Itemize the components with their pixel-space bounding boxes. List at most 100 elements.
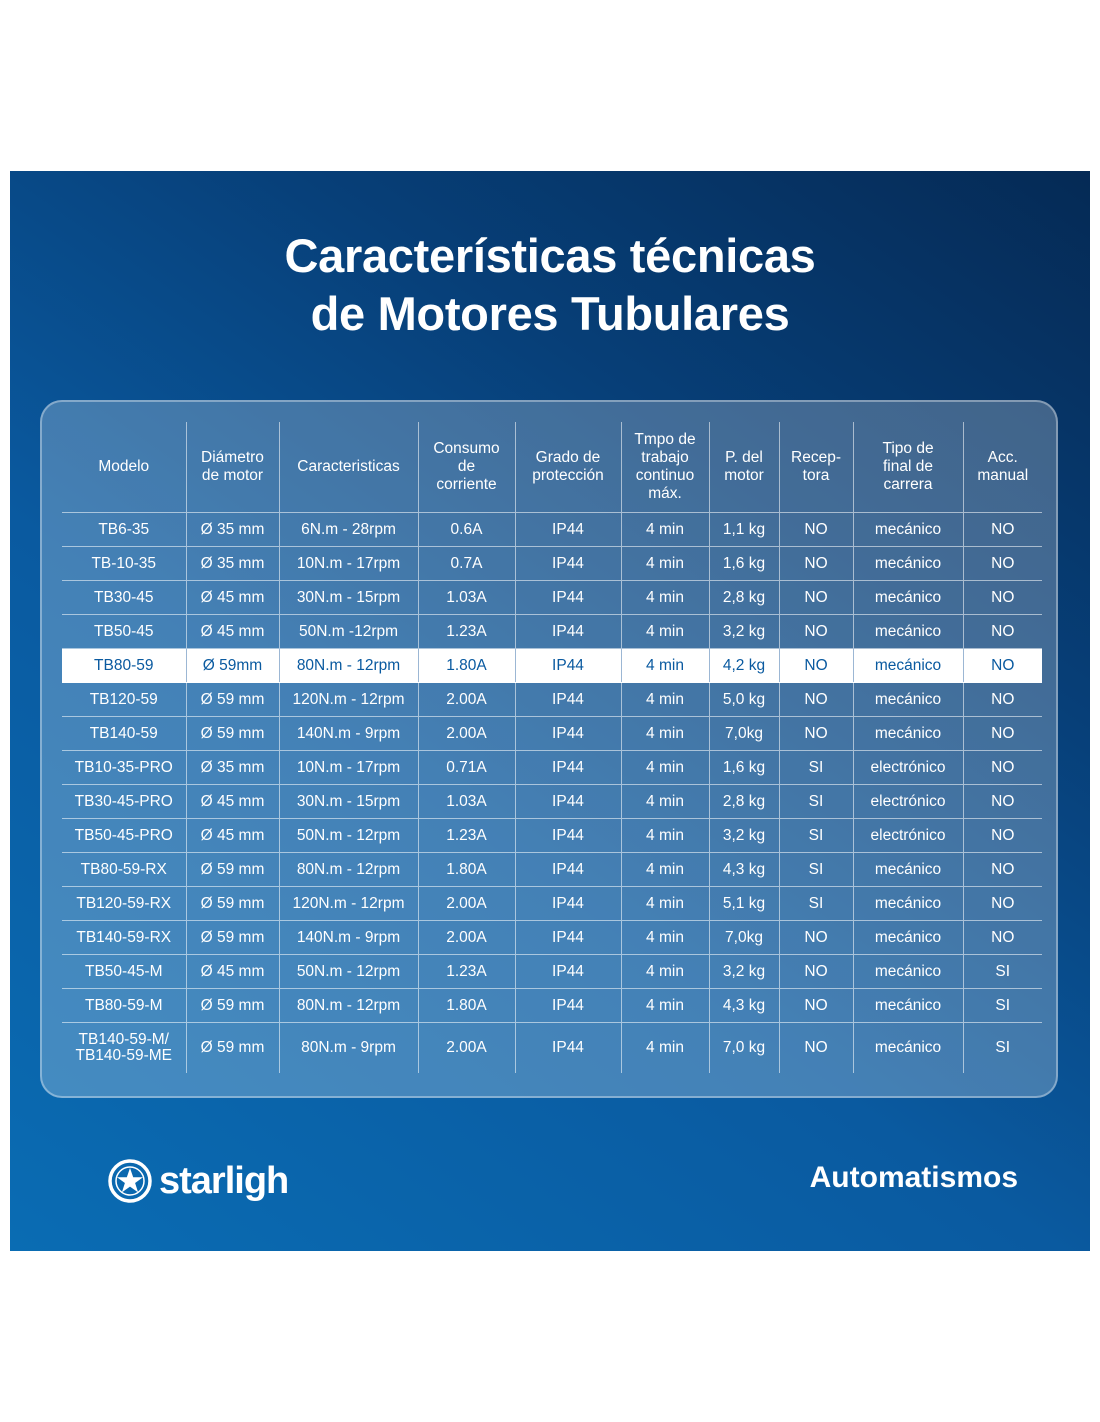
page-title: Características técnicas de Motores Tubu… [10, 227, 1090, 343]
table-cell: electrónico [852, 784, 963, 819]
table-cell: IP44 [514, 682, 621, 717]
table-cell: 1.80A [417, 988, 515, 1023]
table-cell: Ø 59 mm [185, 852, 279, 887]
table-cell: 1.03A [417, 580, 515, 615]
table-cell: IP44 [514, 580, 621, 615]
table-cell: 7,0kg [708, 920, 779, 955]
table-cell: 0.7A [417, 546, 515, 581]
table-cell: electrónico [852, 818, 963, 853]
table-cell: TB-10-35 [62, 546, 186, 581]
table-cell: 2.00A [417, 920, 515, 955]
table-cell: TB140-59-M/TB140-59-ME [75, 1031, 172, 1064]
table-row: TB50-45-PRO Ø 45 mm 50N.m - 12rpm 1.23A IP44… [62, 818, 1042, 853]
table-cell: Ø 59 mm [185, 988, 279, 1023]
table-cell: IP44 [514, 920, 621, 955]
table-cell: 7,0kg [708, 716, 779, 751]
table-cell: 30N.m - 15rpm [278, 784, 418, 819]
table-cell: 1.03A [417, 784, 515, 819]
table-cell: NO [962, 648, 1042, 683]
table-cell: NO [962, 682, 1042, 717]
table-cell: NO [962, 920, 1042, 955]
table-cell: TB10-35-PRO [62, 750, 186, 785]
column-header: P. del motor [708, 422, 779, 513]
table-cell: Ø 35 mm [185, 750, 279, 785]
table-cell: 4,2 kg [708, 648, 779, 683]
table-cell: 3,2 kg [708, 614, 779, 649]
column-header: Grado de protección [514, 422, 621, 513]
table-cell: 4 min [620, 818, 709, 853]
table-cell: NO [962, 750, 1042, 785]
table-cell: 1.23A [417, 954, 515, 989]
table-cell: 140N.m - 9rpm [278, 716, 418, 751]
table-cell: NO [962, 580, 1042, 615]
table-row: TB120-59-RX Ø 59 mm 120N.m - 12rpm 2.00A IP4… [62, 886, 1042, 921]
table-row-highlighted: TB80-59 Ø 59mm 80N.m - 12rpm 1.80A IP44 4 min… [62, 648, 1042, 683]
table-row: TB140-59 Ø 59 mm 140N.m - 9rpm 2.00A IP44 4 m… [62, 716, 1042, 751]
table-cell: 6N.m - 28rpm [278, 512, 418, 547]
table-cell: electrónico [852, 750, 963, 785]
table-cell: 4 min [620, 682, 709, 717]
table-cell: 5,1 kg [708, 886, 779, 921]
table-cell: 80N.m - 12rpm [278, 648, 418, 683]
table-cell: TB50-45 [62, 614, 186, 649]
table-cell: SI [962, 988, 1042, 1023]
table-cell: Ø 59 mm [185, 920, 279, 955]
table-cell: 1.23A [417, 614, 515, 649]
table-cell: NO [778, 682, 853, 717]
table-cell: NO [778, 920, 853, 955]
table-cell: 0.71A [417, 750, 515, 785]
table-cell: mecánico [852, 852, 963, 887]
table-row: TB6-35 Ø 35 mm 6N.m - 28rpm 0.6A IP44 4 min 1,… [62, 512, 1042, 547]
table-cell: 140N.m - 9rpm [278, 920, 418, 955]
table-cell: 50N.m - 12rpm [278, 818, 418, 853]
table-cell: NO [778, 512, 853, 547]
table-cell: 4 min [620, 886, 709, 921]
table-row: TB80-59-RX Ø 59 mm 80N.m - 12rpm 1.80A IP44 4… [62, 852, 1042, 887]
column-header: Tmpo de trabajo continuo máx. [620, 422, 709, 513]
table-cell: NO [962, 818, 1042, 853]
title-line-2: de Motores Tubulares [310, 287, 790, 340]
table-cell: Ø 45 mm [185, 614, 279, 649]
table-cell: 80N.m - 12rpm [278, 852, 418, 887]
table-cell: SI [778, 886, 853, 921]
table-cell: 0.6A [417, 512, 515, 547]
table-row: TB120-59 Ø 59 mm 120N.m - 12rpm 2.00A IP44 4 … [62, 682, 1042, 717]
table-cell: 1.80A [417, 852, 515, 887]
table-cell: mecánico [852, 716, 963, 751]
table-cell: TB80-59 [62, 648, 186, 683]
table-cell: 1,1 kg [708, 512, 779, 547]
table-cell: 4,3 kg [708, 852, 779, 887]
table-cell: mecánico [852, 920, 963, 955]
table-cell: NO [962, 886, 1042, 921]
table-row: TB10-35-PRO Ø 35 mm 10N.m - 17rpm 0.71A IP44… [62, 750, 1042, 785]
table-cell: SI [962, 1022, 1042, 1073]
table-cell: 50N.m -12rpm [278, 614, 418, 649]
table-cell: 1.80A [417, 648, 515, 683]
table-cell: NO [962, 716, 1042, 751]
column-header: Consumo de corriente [417, 422, 515, 513]
table-cell: 30N.m - 15rpm [278, 580, 418, 615]
table-header-row: Modelo Diámetro de motor Caracteristicas Con… [62, 422, 1042, 513]
table-cell: TB120-59-RX [62, 886, 186, 921]
table-cell: 120N.m - 12rpm [278, 682, 418, 717]
table-row: TB30-45-PRO Ø 45 mm 30N.m - 15rpm 1.03A IP44… [62, 784, 1042, 819]
table-cell: IP44 [514, 784, 621, 819]
table-cell: 3,2 kg [708, 818, 779, 853]
table-cell: 4 min [620, 512, 709, 547]
table-cell: 1.23A [417, 818, 515, 853]
table-cell: IP44 [514, 648, 621, 683]
table-cell: 4 min [620, 614, 709, 649]
table-cell: NO [778, 1022, 853, 1073]
table-cell: 1,6 kg [708, 546, 779, 581]
table-cell: 2.00A [417, 886, 515, 921]
table-cell: 2.00A [417, 682, 515, 717]
table-cell: Ø 45 mm [185, 954, 279, 989]
table-cell: NO [778, 546, 853, 581]
table-cell: IP44 [514, 886, 621, 921]
table-cell: Ø 45 mm [185, 818, 279, 853]
table-cell: IP44 [514, 954, 621, 989]
spec-table-panel: Modelo Diámetro de motor Caracteristicas Con… [40, 400, 1058, 1098]
column-header: Modelo [62, 422, 186, 513]
table-cell: 2.00A [417, 716, 515, 751]
table-row: TB50-45 Ø 45 mm 50N.m -12rpm 1.23A IP44 4 min… [62, 614, 1042, 649]
